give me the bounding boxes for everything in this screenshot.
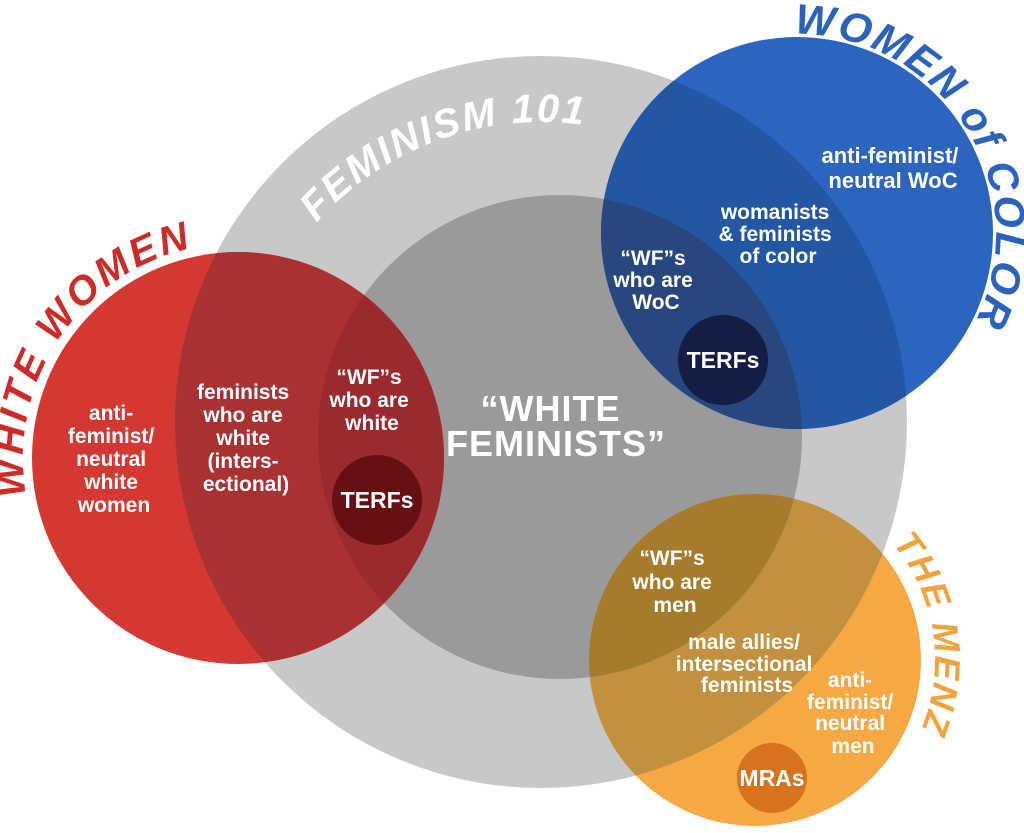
the-menz-circle-group [589,494,921,826]
terfs-woc-circle [678,315,768,405]
mras-circle [737,743,807,813]
label-wfs-who-are-men: “WF”s who are men [631,547,717,617]
white-women-circle-group [32,252,444,664]
label-mras: MRAs [739,765,804,791]
label-male-allies: male allies/ intersectional feminists [676,631,818,697]
label-terfs-white: TERFs [341,487,414,513]
label-white-feminists: “WHITE FEMINISTS” [446,388,666,464]
label-feminists-who-are-white: feminists who are white (inters- ectiona… [197,381,295,496]
terfs-white-circle [332,455,422,545]
label-wfs-who-are-woc: “WF”s who are WoC [612,247,698,314]
label-anti-feminist-white-women: anti- feminist/ neutral white women [68,402,160,517]
label-womanists-feminists-of-color: womanists & feminists of color [718,201,837,268]
label-wfs-who-are-white: “WF”s who are white [328,366,414,435]
region-labels: anti- feminist/ neutral white women femi… [68,143,964,791]
label-anti-feminist-men: anti- feminist/ neutral men [807,669,899,758]
label-anti-feminist-woc: anti-feminist/ neutral WoC [821,143,964,193]
label-terfs-woc: TERFs [687,347,760,373]
